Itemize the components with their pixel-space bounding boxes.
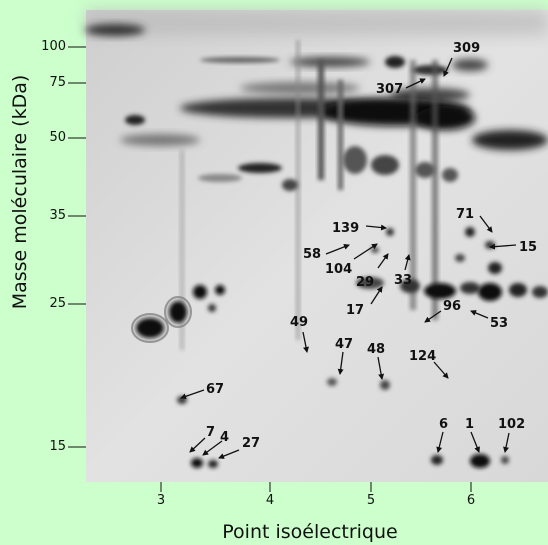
gel-background (86, 10, 548, 482)
spot-label-27: 27 (242, 436, 260, 451)
spot-label-309: 309 (453, 41, 480, 56)
spot-label-17: 17 (346, 303, 364, 318)
spot-label-139: 139 (332, 221, 359, 236)
spot-label-49: 49 (290, 315, 308, 330)
x-tick-3: 3 (156, 493, 166, 508)
x-tick-5: 5 (366, 493, 376, 508)
spot-labels: 309 307 139 71 58 104 15 29 33 17 96 53 … (206, 41, 537, 451)
annotation-arrows (180, 57, 517, 459)
spot-label-33: 33 (394, 273, 412, 288)
x-tick-4: 4 (265, 493, 275, 508)
y-tick-25: 25 (49, 296, 66, 311)
spot-label-58: 58 (303, 247, 321, 262)
y-tick-35: 35 (49, 208, 66, 223)
spot-label-4: 4 (220, 430, 229, 445)
spot-label-67: 67 (206, 382, 224, 397)
spot-label-29: 29 (356, 275, 374, 290)
x-axis-title: Point isoélectrique (222, 521, 398, 543)
spot-label-7: 7 (206, 425, 215, 440)
y-tick-50: 50 (49, 130, 66, 145)
protein-spots (85, 10, 548, 468)
spot-label-102: 102 (498, 417, 525, 432)
spot-label-104: 104 (325, 262, 352, 277)
spot-label-96: 96 (443, 299, 461, 314)
spot-label-48: 48 (367, 342, 385, 357)
spot-label-53: 53 (490, 316, 508, 331)
spot-label-1: 1 (465, 417, 474, 432)
y-tick-75: 75 (49, 75, 66, 90)
y-axis-title: Masse moléculaire (kDa) (9, 74, 31, 310)
y-tick-100: 100 (41, 39, 66, 54)
spot-label-6: 6 (439, 417, 448, 432)
spot-label-71: 71 (456, 207, 474, 222)
spot-label-307: 307 (376, 82, 403, 97)
spot-label-124: 124 (409, 349, 436, 364)
spot-label-47: 47 (335, 337, 353, 352)
y-tick-15: 15 (49, 439, 66, 454)
axis-ticks (68, 46, 472, 492)
spot-label-15: 15 (519, 240, 537, 255)
x-tick-6: 6 (466, 493, 476, 508)
